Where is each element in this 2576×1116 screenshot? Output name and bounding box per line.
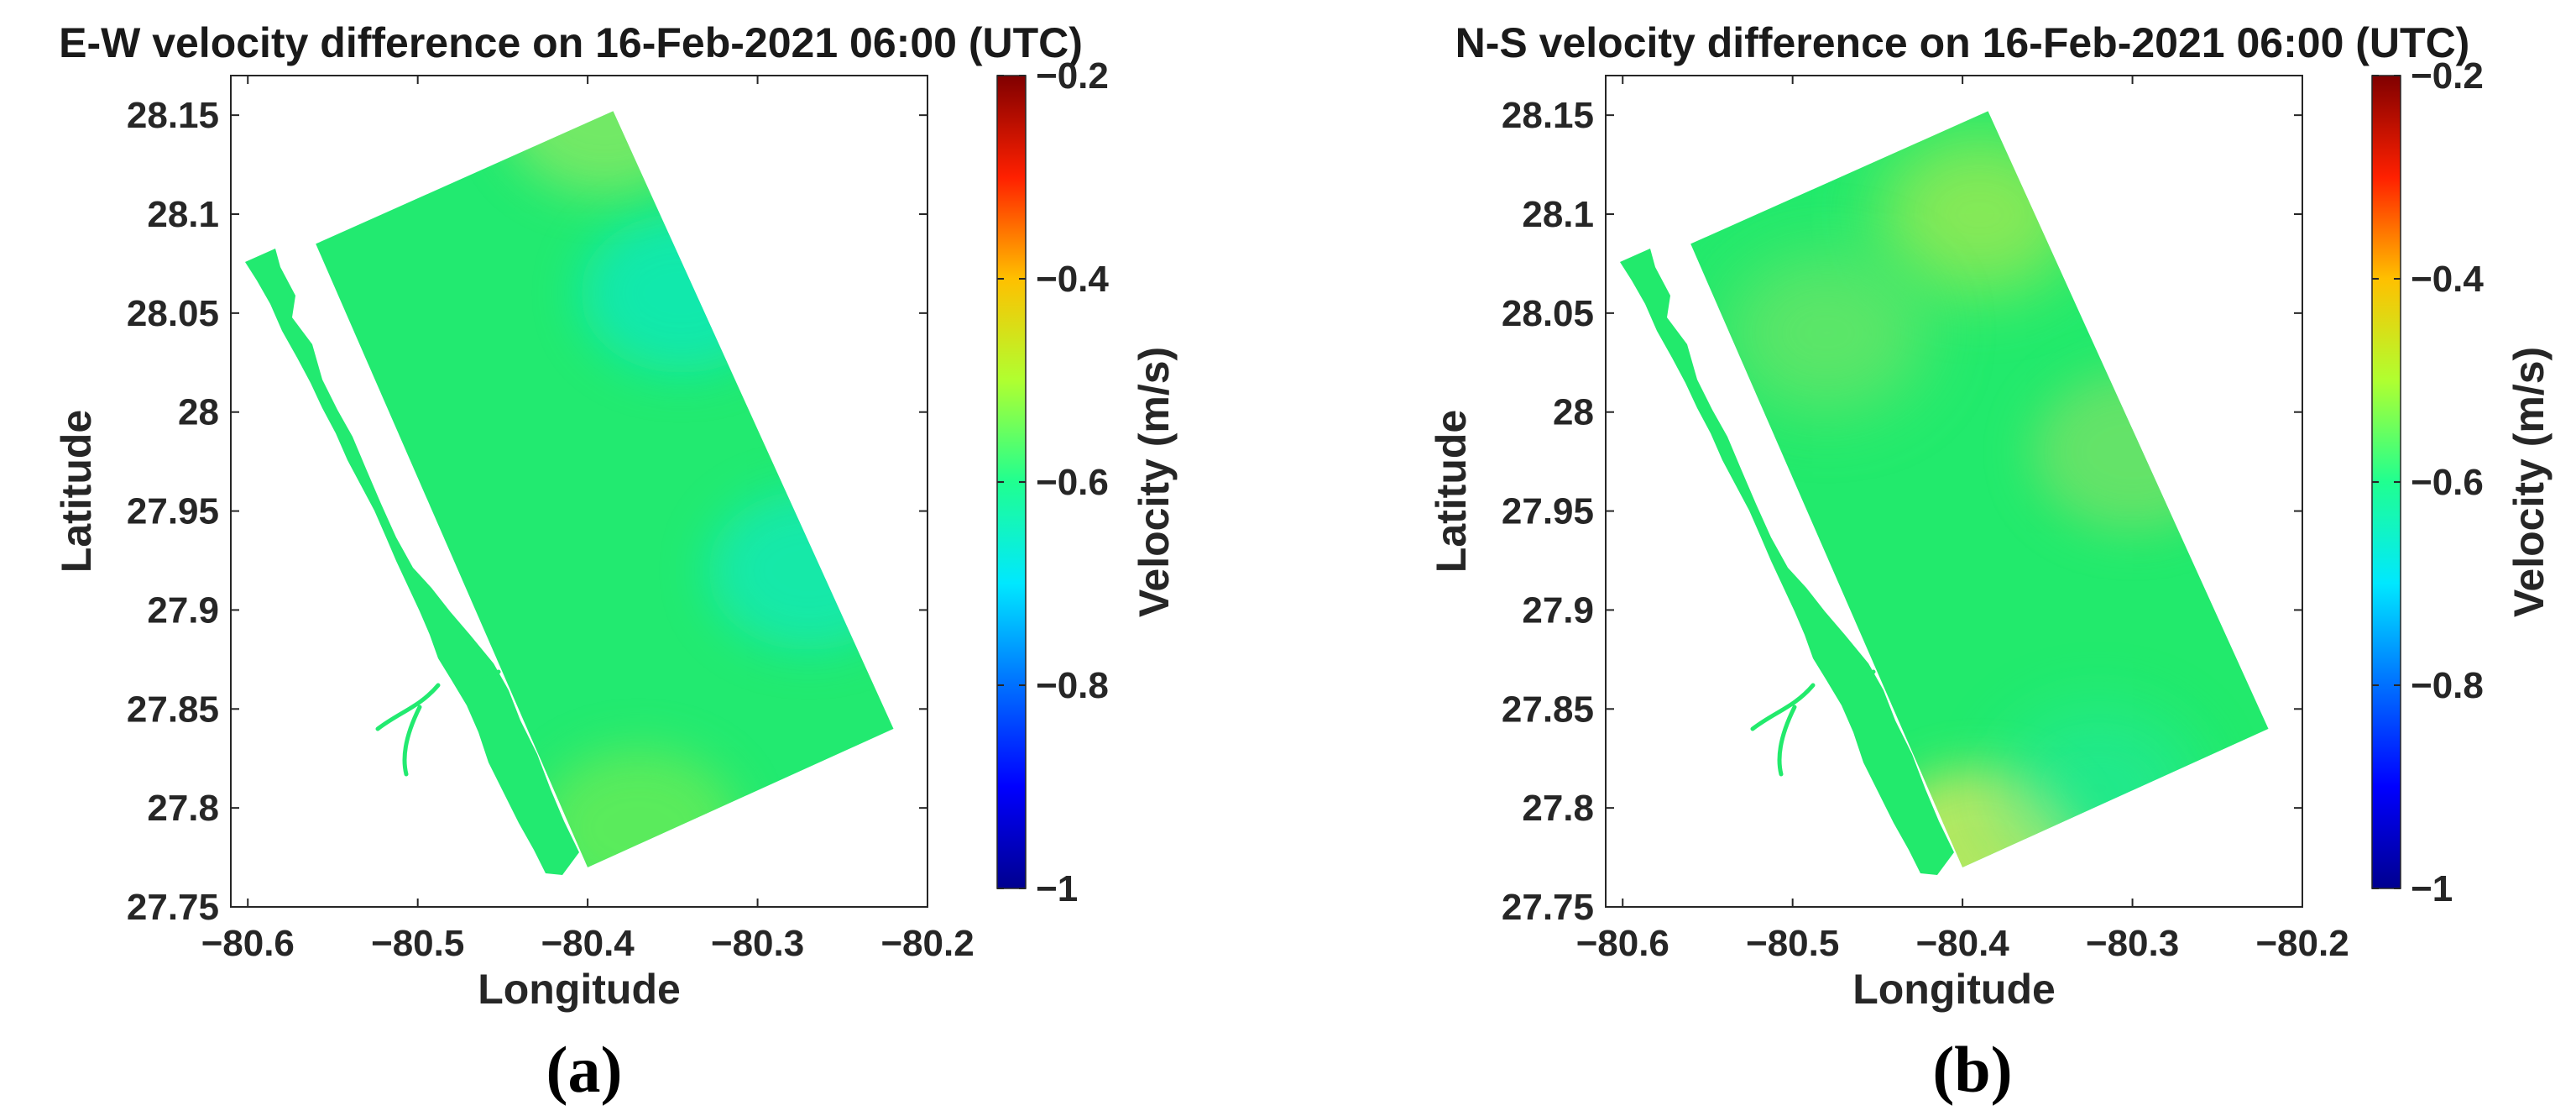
y-tick-label: 28.15	[1502, 95, 1594, 136]
lagoon-strip	[245, 249, 579, 875]
river-inlet	[375, 669, 501, 777]
field-feature	[537, 747, 739, 867]
y-tick-label: 28	[1553, 392, 1594, 433]
y-tick-label: 28.05	[127, 293, 219, 334]
y-tick-label: 28.1	[147, 194, 219, 235]
x-tick-label: −80.4	[541, 923, 635, 964]
colorbar-tick-label: −0.6	[1036, 462, 1109, 503]
y-tick-label: 27.9	[1522, 589, 1594, 631]
y-tick-label: 27.95	[127, 491, 219, 532]
x-tick-label: −80.5	[1746, 923, 1839, 964]
river-inlet	[1750, 669, 1876, 777]
y-tick-label: 27.75	[127, 887, 219, 928]
velocity-field	[245, 111, 894, 875]
x-tick-label: −80.3	[711, 923, 804, 964]
x-tick-label: −80.6	[1576, 923, 1669, 964]
colorbar-tick-label: −0.4	[1036, 259, 1109, 300]
panel-label: (b)	[1932, 1033, 2012, 1106]
y-axis-label: Latitude	[1428, 410, 1475, 573]
colorbar-label: Velocity (m/s)	[2505, 347, 2552, 617]
y-axis: 27.75 27.8 27.85 27.9 27.95 28 28.05 28.1 28.15	[1502, 95, 2302, 928]
chart-title: E-W velocity difference on 16-Feb-2021 0…	[59, 19, 1083, 66]
y-tick-label: 27.85	[1502, 689, 1594, 730]
colorbar-ticks: −1 −0.8 −0.6 −0.4 −0.2	[997, 55, 1109, 909]
panel-a: E-W velocity difference on 16-Feb-2021 0…	[53, 19, 1178, 1106]
colorbar-label: Velocity (m/s)	[1131, 347, 1178, 617]
x-tick-label: −80.6	[201, 923, 295, 964]
ocean-domain	[316, 111, 894, 867]
colorbar-tick-label: −0.4	[2411, 259, 2484, 300]
y-tick-label: 27.75	[1502, 887, 1594, 928]
x-axis: −80.6 −80.5 −80.4 −80.3 −80.2	[201, 76, 974, 964]
y-tick-label: 28	[178, 392, 219, 433]
y-tick-label: 27.95	[1502, 491, 1594, 532]
x-tick-label: −80.4	[1915, 923, 2009, 964]
colorbar-tick-label: −0.2	[1036, 55, 1109, 97]
x-tick-label: −80.2	[880, 923, 974, 964]
colorbar-tick-label: −1	[1036, 868, 1078, 909]
y-tick-label: 27.85	[127, 689, 219, 730]
panel-b: N-S velocity difference on 16-Feb-2021 0…	[1428, 19, 2552, 1106]
x-tick-label: −80.2	[2255, 923, 2349, 964]
y-tick-label: 27.8	[147, 788, 219, 829]
panel-label: (a)	[546, 1033, 623, 1106]
y-tick-label: 28.1	[1522, 194, 1594, 235]
x-axis-label: Longitude	[478, 966, 681, 1013]
colorbar-tick-label: −1	[2411, 868, 2453, 909]
x-tick-label: −80.5	[371, 923, 464, 964]
colorbar-tick-label: −0.2	[2411, 55, 2484, 97]
y-axis-label: Latitude	[53, 410, 100, 573]
y-tick-label: 27.9	[147, 589, 219, 631]
chart-title: N-S velocity difference on 16-Feb-2021 0…	[1455, 19, 2470, 66]
y-tick-label: 28.15	[127, 95, 219, 136]
y-axis: 27.75 27.8 27.85 27.9 27.95 28 28.05 28.1 28.15	[127, 95, 927, 928]
y-tick-label: 28.05	[1502, 293, 1594, 334]
x-tick-label: −80.3	[2086, 923, 2179, 964]
field-feature	[1726, 253, 1928, 413]
x-axis: −80.6 −80.5 −80.4 −80.3 −80.2	[1576, 76, 2349, 964]
colorbar-tick-label: −0.8	[1036, 665, 1109, 706]
x-axis-label: Longitude	[1852, 966, 2056, 1013]
y-tick-label: 27.8	[1522, 788, 1594, 829]
colorbar-ticks: −1 −0.8 −0.6 −0.4 −0.2	[2372, 55, 2484, 909]
colorbar-tick-label: −0.8	[2411, 665, 2484, 706]
colorbar-tick-label: −0.6	[2411, 462, 2484, 503]
lagoon-strip	[1620, 249, 1954, 875]
